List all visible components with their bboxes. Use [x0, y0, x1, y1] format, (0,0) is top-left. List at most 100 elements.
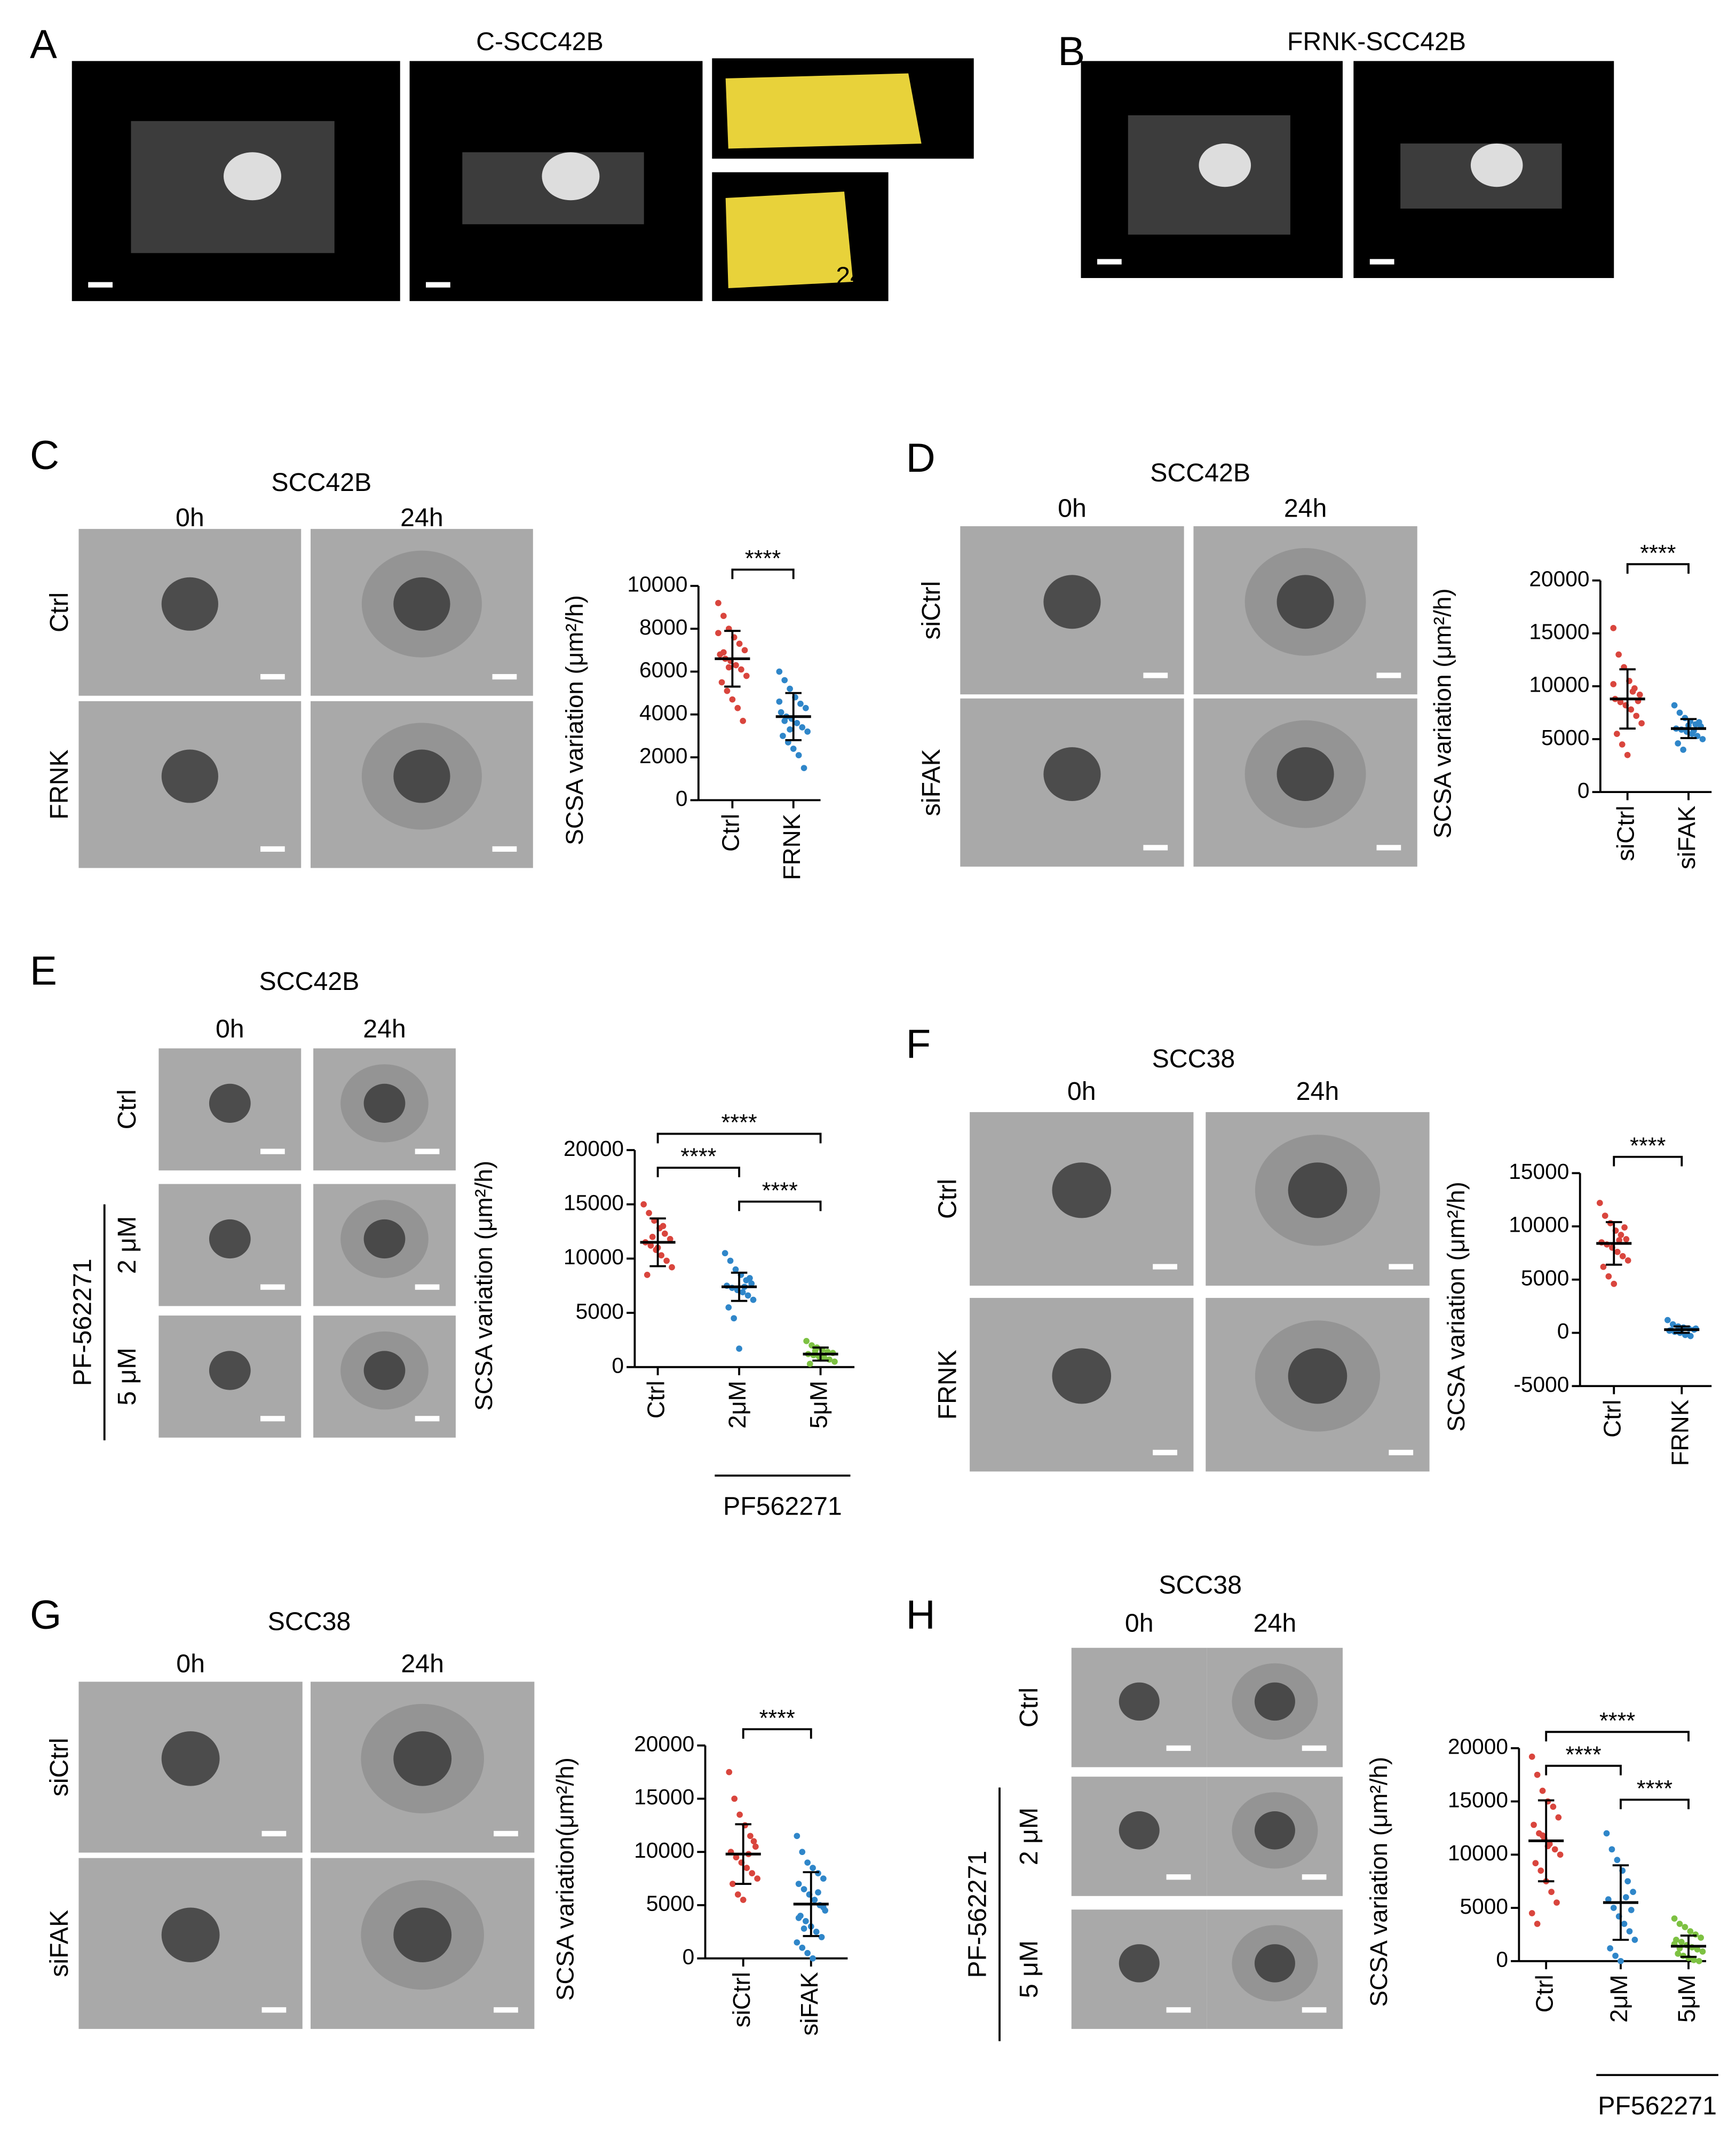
- spheroid: [1288, 1162, 1347, 1218]
- data-point: [1607, 1220, 1614, 1226]
- panel-letter: B: [1058, 29, 1085, 74]
- significance-label: ****: [745, 546, 781, 572]
- spheroid: [1254, 1811, 1295, 1850]
- row-label: 5 μM: [1014, 1940, 1043, 1998]
- y-tick-label: 5000: [646, 1891, 694, 1916]
- y-tick-label: 15000: [1448, 1787, 1508, 1812]
- data-point: [1616, 1237, 1622, 1243]
- scale-bar: [415, 1284, 440, 1290]
- data-point: [718, 679, 725, 686]
- y-tick-label: 5000: [576, 1299, 624, 1323]
- data-point: [790, 746, 797, 752]
- y-tick-label: 8000: [639, 615, 687, 639]
- data-point: [1633, 712, 1640, 719]
- data-point: [731, 1795, 738, 1802]
- data-point: [804, 728, 811, 735]
- scale-bar: [260, 1148, 285, 1154]
- data-point: [794, 1939, 800, 1946]
- row-label: siCtrl: [917, 581, 946, 640]
- x-tick-label: Ctrl: [1531, 1975, 1558, 2012]
- row-label: Ctrl: [45, 592, 74, 632]
- data-point: [820, 1875, 827, 1882]
- data-point: [1695, 719, 1702, 726]
- data-point: [1610, 681, 1617, 687]
- y-tick-label: 20000: [634, 1731, 694, 1756]
- treatment-label: PF-562271: [963, 1851, 992, 1978]
- data-point: [1605, 1273, 1612, 1280]
- data-point: [1628, 706, 1635, 713]
- data-point: [1551, 1846, 1558, 1853]
- x-tick-label: 2μM: [1605, 1975, 1632, 2023]
- data-point: [1676, 1921, 1683, 1927]
- data-point: [1528, 1753, 1535, 1760]
- data-point: [1539, 1832, 1546, 1839]
- column-label: 24h: [400, 503, 443, 532]
- data-point: [1692, 1931, 1699, 1938]
- y-tick-label: 0: [1496, 1947, 1508, 1972]
- data-point: [647, 1242, 654, 1249]
- data-point: [1619, 1253, 1626, 1259]
- data-point: [1628, 1907, 1635, 1913]
- data-point: [1682, 715, 1689, 722]
- data-point: [804, 1859, 811, 1866]
- data-point: [1532, 1860, 1539, 1867]
- data-point: [781, 677, 788, 684]
- column-label: 0h: [1125, 1608, 1154, 1637]
- data-point: [776, 668, 783, 675]
- x-tick-label: Ctrl: [717, 814, 744, 852]
- scale-bar: [1389, 1264, 1414, 1270]
- y-tick-label: 0: [676, 786, 688, 811]
- data-point: [1638, 720, 1645, 727]
- data-point: [811, 1897, 818, 1903]
- data-point: [810, 1955, 816, 1962]
- spheroid: [1277, 575, 1334, 629]
- data-point: [733, 1854, 740, 1861]
- scale-bar: [1389, 1449, 1414, 1455]
- data-point: [1603, 1830, 1610, 1837]
- data-point: [1675, 740, 1682, 747]
- column-label: 0h: [176, 503, 204, 532]
- data-point: [1537, 1867, 1544, 1874]
- panel-title: FRNK-SCC42B: [1287, 27, 1466, 56]
- group-label: PF562271: [723, 1492, 842, 1521]
- data-point: [729, 696, 736, 703]
- significance-bracket: [656, 1167, 740, 1177]
- row-label: siCtrl: [45, 1738, 74, 1796]
- spheroid: [363, 1219, 406, 1259]
- data-point: [750, 1296, 757, 1303]
- data-point: [804, 1949, 811, 1956]
- spheroid: [161, 577, 218, 631]
- data-point: [810, 1865, 816, 1871]
- data-point: [720, 613, 727, 619]
- data-point: [1614, 1857, 1621, 1864]
- spheroid: [1254, 1944, 1295, 1983]
- scale-bar: [494, 1830, 518, 1836]
- data-point: [799, 724, 806, 731]
- scale-bar: [1369, 259, 1394, 265]
- data-point: [1630, 1889, 1636, 1895]
- significance-label: ****: [762, 1178, 798, 1203]
- data-point: [1682, 1924, 1689, 1930]
- significance-bracket: [1545, 1764, 1622, 1776]
- y-axis-title: SCSA variation (μm²/h): [1365, 1757, 1392, 2007]
- y-tick-label: 5000: [1460, 1894, 1508, 1919]
- x-tick-label: Ctrl: [643, 1381, 670, 1418]
- row-label: Ctrl: [113, 1089, 141, 1129]
- data-point: [733, 662, 739, 669]
- scale-bar: [1302, 1745, 1327, 1751]
- panel-title: SCC42B: [1150, 458, 1250, 487]
- data-point: [1608, 1846, 1615, 1853]
- data-point: [1555, 1814, 1562, 1821]
- scale-bar: [1376, 672, 1401, 678]
- significance-bracket: [738, 1200, 822, 1211]
- scale-bar: [1143, 672, 1168, 678]
- data-point: [818, 1933, 825, 1940]
- spheroid: [161, 1731, 220, 1786]
- x-tick-label: siFAK: [796, 1972, 823, 2035]
- significance-bracket: [742, 1728, 812, 1739]
- spheroid: [224, 152, 281, 201]
- data-point: [644, 1272, 651, 1278]
- data-point: [820, 1904, 827, 1911]
- data-point: [1610, 625, 1617, 631]
- y-tick-label: 20000: [1448, 1734, 1508, 1759]
